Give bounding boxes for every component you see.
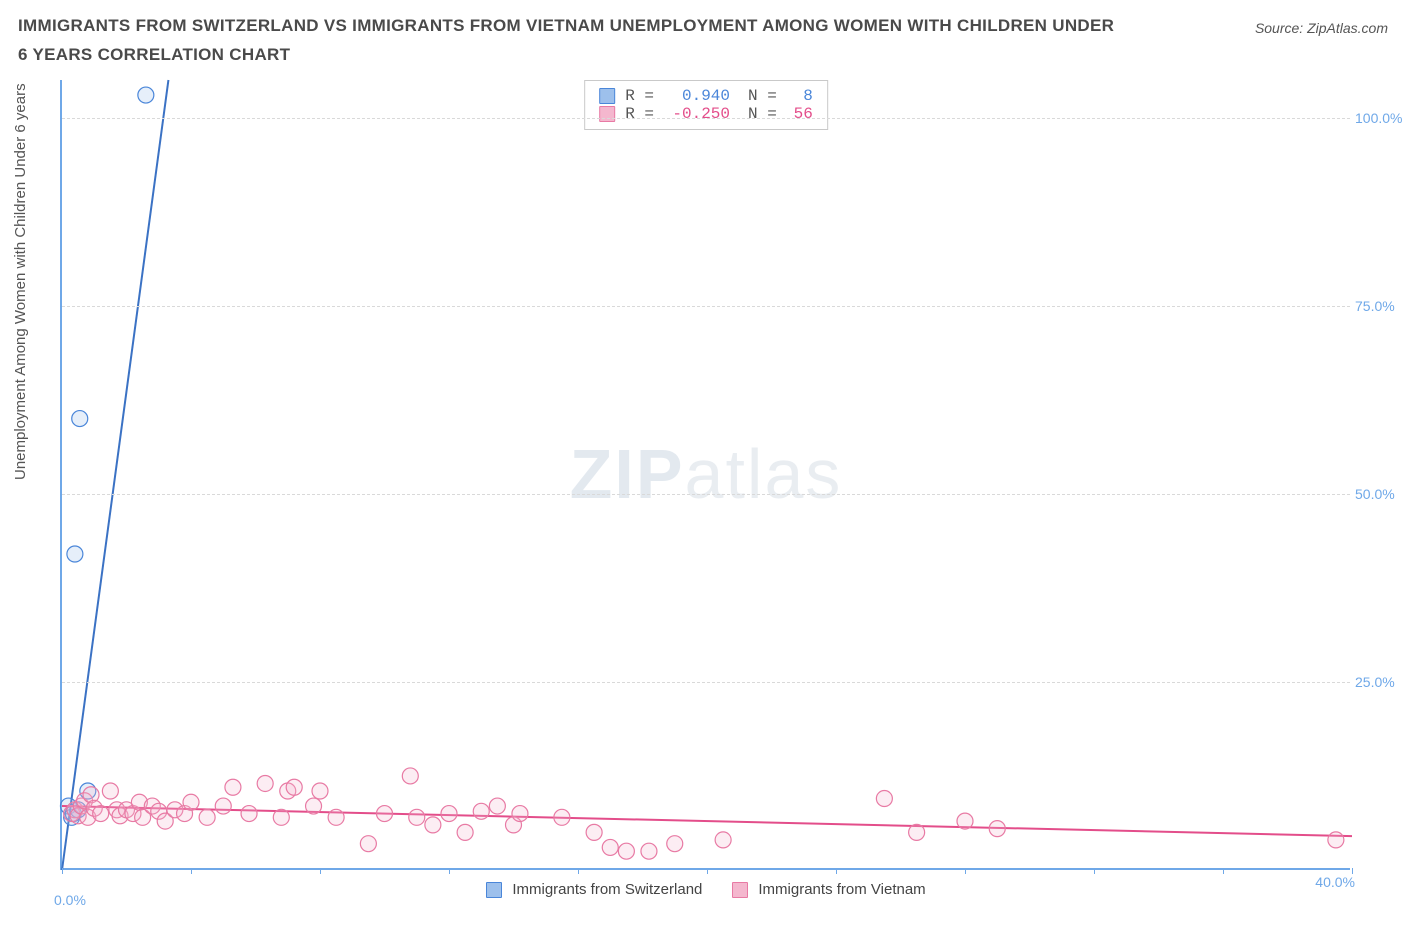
stats-r-value: 0.940	[660, 87, 730, 105]
x-tick	[836, 868, 837, 874]
x-tick	[449, 868, 450, 874]
scatter-point-switzerland	[67, 546, 83, 562]
source-label: Source: ZipAtlas.com	[1255, 20, 1388, 36]
x-tick	[1223, 868, 1224, 874]
scatter-point-vietnam	[215, 798, 231, 814]
x-tick	[62, 868, 63, 874]
scatter-point-vietnam	[286, 779, 302, 795]
scatter-point-vietnam	[554, 809, 570, 825]
legend-item-vietnam: Immigrants from Vietnam	[732, 881, 925, 898]
stats-r-value: -0.250	[660, 105, 730, 123]
x-tick-label: 40.0%	[1315, 874, 1355, 890]
scatter-point-vietnam	[306, 798, 322, 814]
x-tick	[578, 868, 579, 874]
scatter-point-vietnam	[377, 806, 393, 822]
scatter-point-vietnam	[273, 809, 289, 825]
scatter-point-vietnam	[457, 824, 473, 840]
x-tick	[965, 868, 966, 874]
x-tick	[707, 868, 708, 874]
scatter-point-switzerland	[72, 411, 88, 427]
scatter-point-vietnam	[183, 794, 199, 810]
scatter-point-vietnam	[199, 809, 215, 825]
legend-swatch	[486, 882, 502, 898]
scatter-point-vietnam	[93, 806, 109, 822]
stats-r-label: R =	[625, 87, 654, 105]
scatter-point-vietnam	[876, 791, 892, 807]
scatter-point-vietnam	[989, 821, 1005, 837]
gridline	[62, 682, 1350, 683]
gridline	[62, 494, 1350, 495]
scatter-point-vietnam	[425, 817, 441, 833]
stats-n-value: 8	[783, 87, 813, 105]
scatter-point-vietnam	[360, 836, 376, 852]
x-tick	[191, 868, 192, 874]
stats-n-value: 56	[783, 105, 813, 123]
legend-label: Immigrants from Switzerland	[512, 881, 702, 898]
trend-line-switzerland	[62, 80, 168, 870]
scatter-point-vietnam	[441, 806, 457, 822]
x-tick-label: 0.0%	[54, 892, 86, 908]
scatter-point-vietnam	[328, 809, 344, 825]
stats-r-label: R =	[625, 105, 654, 123]
scatter-point-vietnam	[1328, 832, 1344, 848]
data-layer	[62, 80, 1350, 868]
chart-title: IMMIGRANTS FROM SWITZERLAND VS IMMIGRANT…	[18, 12, 1118, 70]
x-tick	[1094, 868, 1095, 874]
y-tick-label: 100.0%	[1355, 110, 1406, 126]
scatter-point-vietnam	[225, 779, 241, 795]
plot-area: ZIPatlas R =0.940N = 8R =-0.250N = 56 Im…	[60, 80, 1350, 870]
legend-label: Immigrants from Vietnam	[758, 881, 925, 898]
legend: Immigrants from Switzerland Immigrants fr…	[62, 881, 1350, 898]
scatter-point-vietnam	[102, 783, 118, 799]
scatter-point-vietnam	[618, 843, 634, 859]
scatter-point-vietnam	[257, 775, 273, 791]
scatter-point-vietnam	[489, 798, 505, 814]
scatter-point-vietnam	[641, 843, 657, 859]
y-tick-label: 25.0%	[1355, 674, 1406, 690]
scatter-point-vietnam	[667, 836, 683, 852]
legend-item-switzerland: Immigrants from Switzerland	[486, 881, 702, 898]
scatter-point-vietnam	[909, 824, 925, 840]
y-axis-label: Unemployment Among Women with Children U…	[12, 83, 29, 480]
gridline	[62, 306, 1350, 307]
scatter-point-vietnam	[586, 824, 602, 840]
scatter-point-vietnam	[241, 806, 257, 822]
scatter-point-vietnam	[715, 832, 731, 848]
scatter-point-vietnam	[602, 839, 618, 855]
stats-row: R = -0.250 N = 56	[599, 105, 813, 123]
stats-n-label: N =	[748, 105, 777, 123]
x-tick	[320, 868, 321, 874]
scatter-point-vietnam	[402, 768, 418, 784]
stats-row: R = 0.940 N = 8	[599, 87, 813, 105]
legend-swatch	[599, 88, 615, 104]
legend-swatch	[732, 882, 748, 898]
y-tick-label: 50.0%	[1355, 486, 1406, 502]
y-tick-label: 75.0%	[1355, 298, 1406, 314]
gridline	[62, 118, 1350, 119]
scatter-point-vietnam	[473, 803, 489, 819]
stats-box: R = 0.940 N = 8 R = -0.250 N = 56	[584, 80, 828, 130]
scatter-point-vietnam	[957, 813, 973, 829]
scatter-point-vietnam	[409, 809, 425, 825]
scatter-point-vietnam	[512, 806, 528, 822]
scatter-point-switzerland	[138, 87, 154, 103]
legend-swatch	[599, 106, 615, 122]
scatter-point-vietnam	[312, 783, 328, 799]
stats-n-label: N =	[748, 87, 777, 105]
